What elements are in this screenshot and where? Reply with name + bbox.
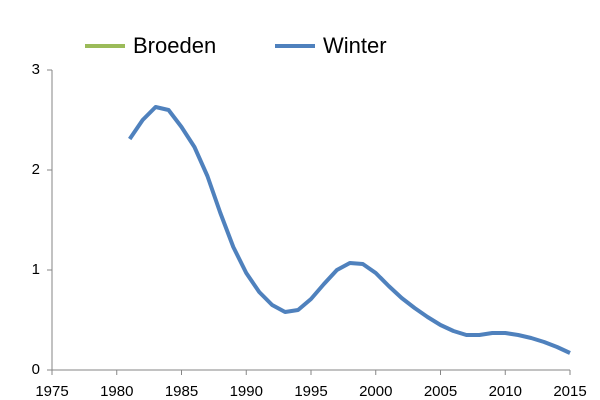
x-tick-label: 1990: [230, 383, 263, 400]
x-tick-label: 1995: [294, 383, 327, 400]
x-tick-label: 2000: [359, 383, 392, 400]
x-tick-label: 2010: [489, 383, 522, 400]
line: [128, 105, 571, 355]
legend-label: Winter: [323, 33, 387, 58]
y-tick-label: 2: [32, 161, 40, 178]
y-tick-label: 1: [32, 261, 40, 278]
x-tick-label: 2005: [424, 383, 457, 400]
x-tick-label: 1975: [35, 383, 68, 400]
x-tick-label: 1985: [165, 383, 198, 400]
x-tick-label: 2015: [553, 383, 586, 400]
y-tick-label: 3: [32, 61, 40, 78]
x-tick-label: 1980: [100, 383, 133, 400]
y-tick-label: 0: [32, 361, 40, 378]
legend-label: Broeden: [133, 33, 216, 58]
